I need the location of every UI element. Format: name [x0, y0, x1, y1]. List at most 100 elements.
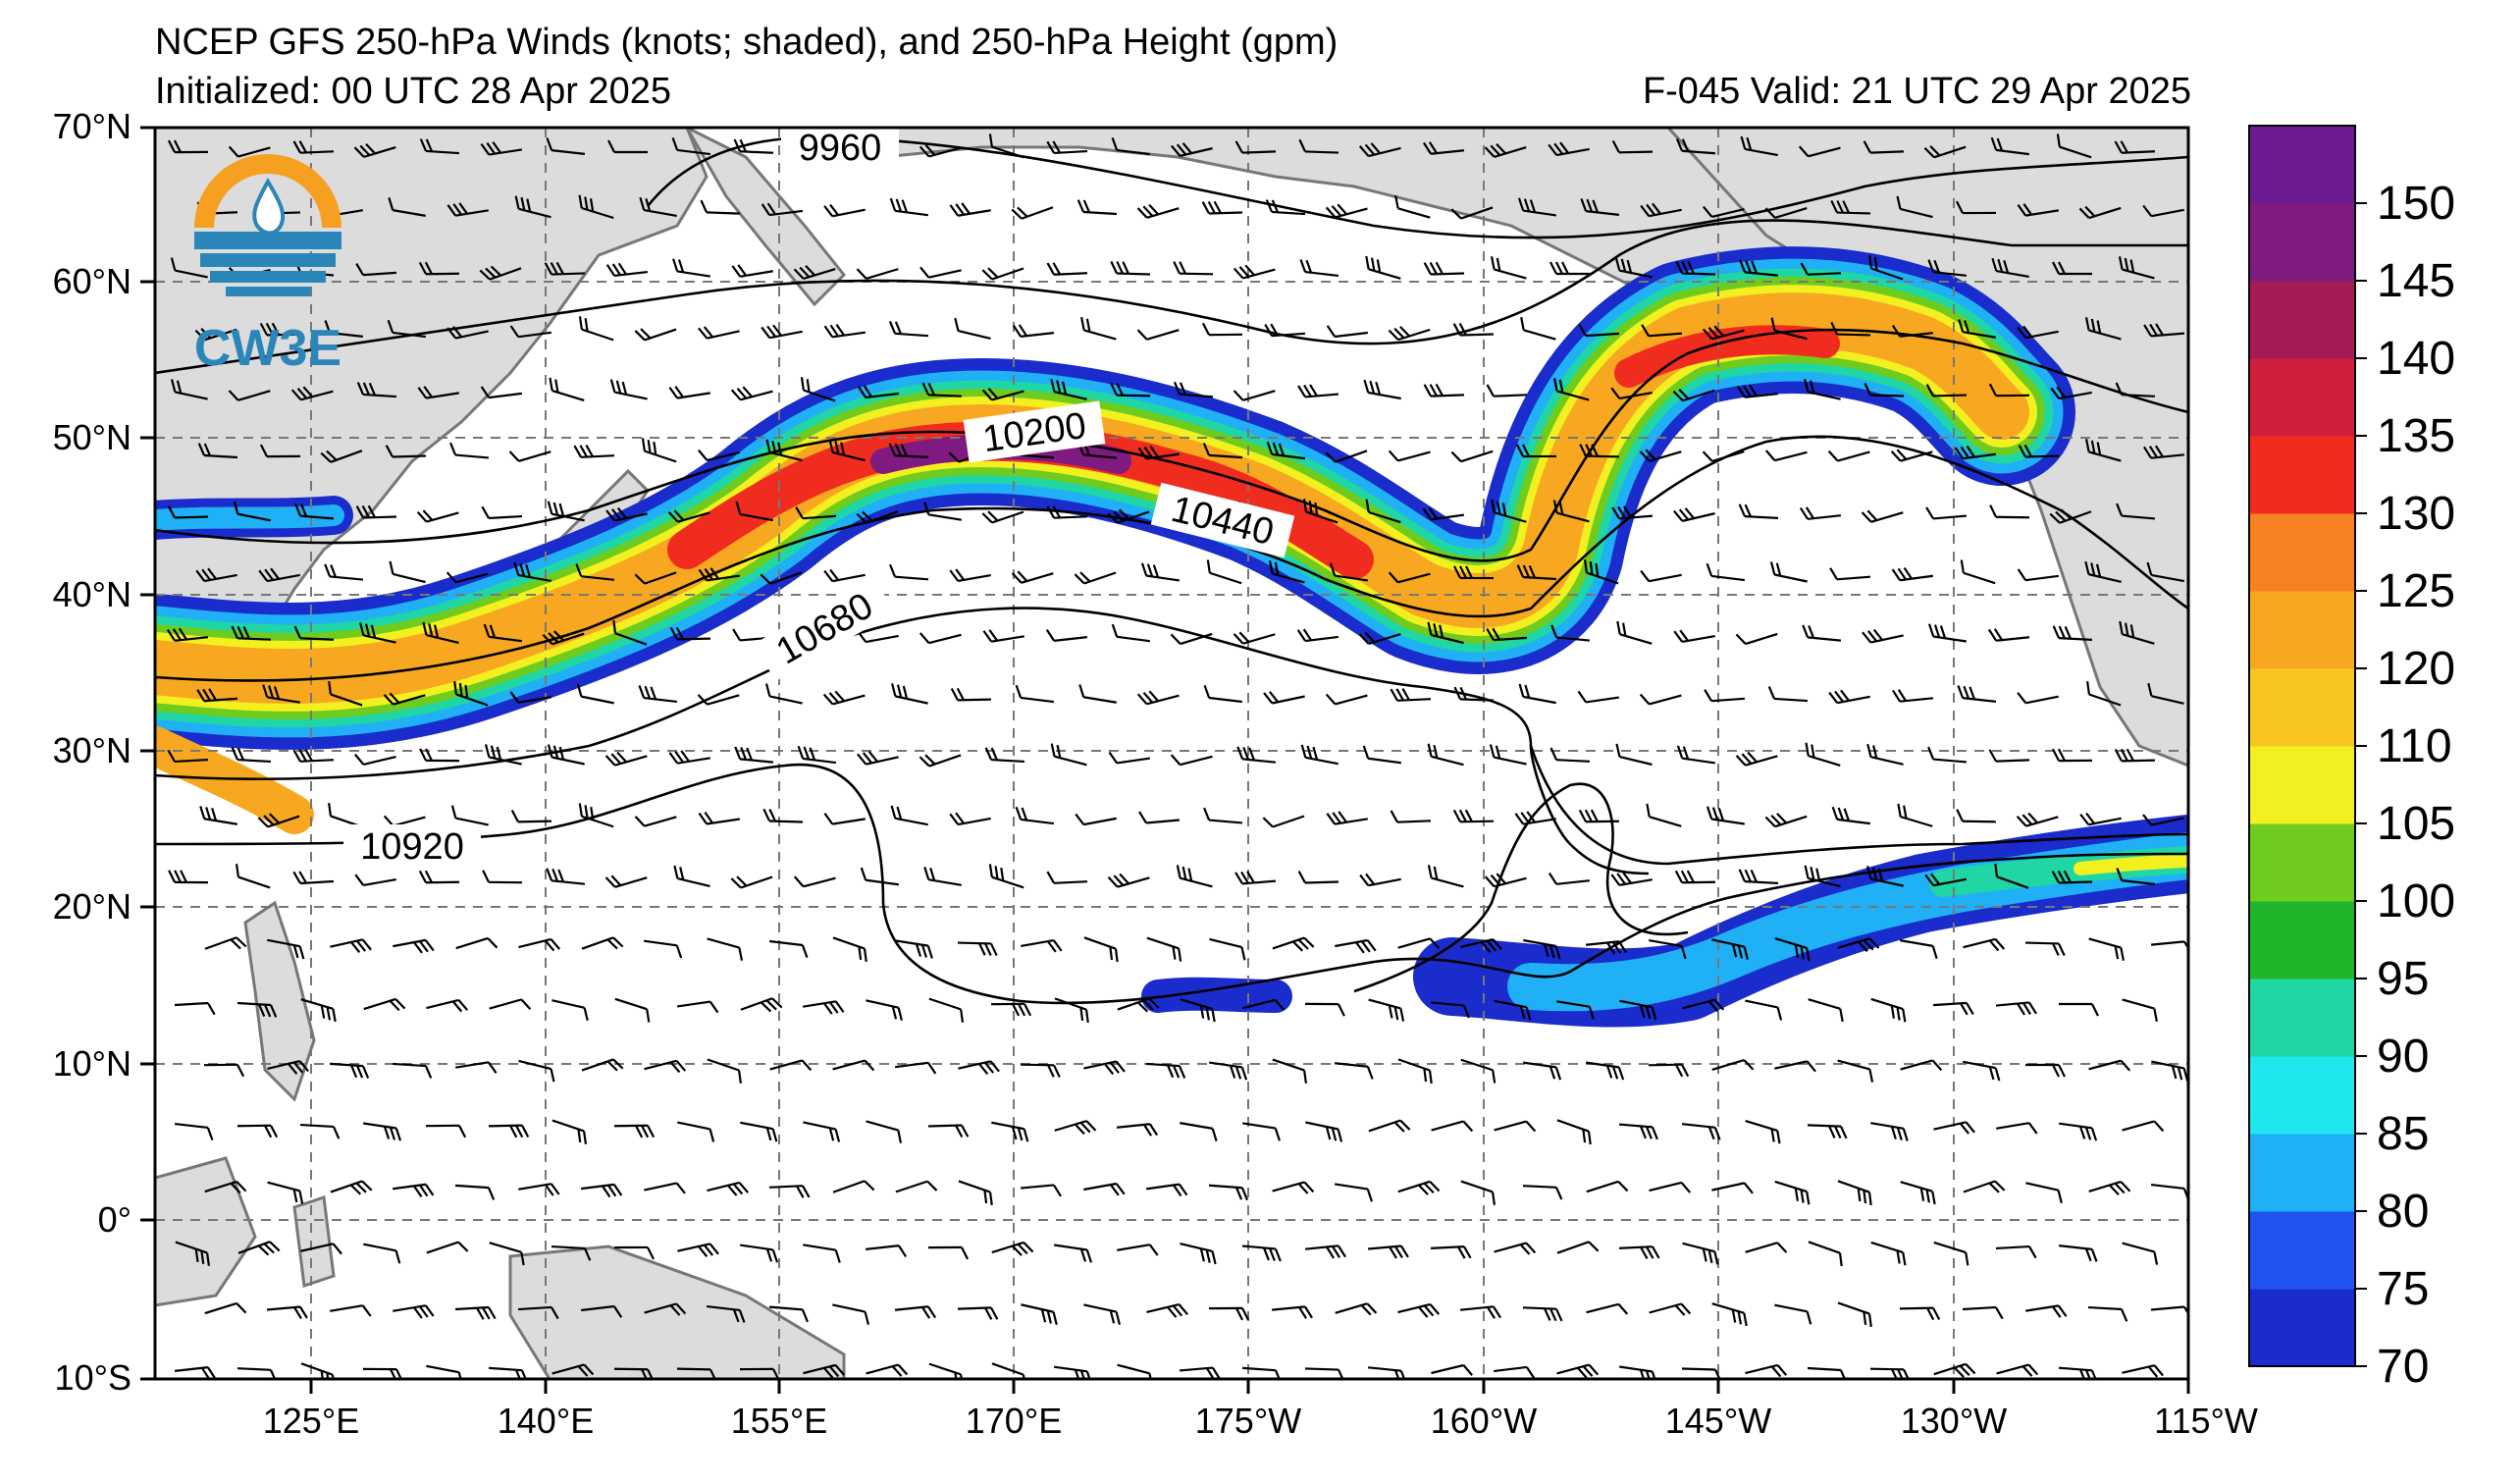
wind-barb	[167, 139, 209, 154]
wind-barb	[856, 510, 899, 524]
wind-barb	[1430, 1001, 1470, 1019]
wind-barb	[857, 630, 899, 644]
wind-barb	[573, 444, 615, 458]
wind-barb	[455, 1061, 498, 1074]
wind-barb	[330, 1180, 373, 1195]
lat-label: 0°	[98, 1199, 131, 1240]
wind-barb	[638, 685, 678, 704]
cw3e-logo: CW3E	[194, 154, 341, 377]
wind-barb	[644, 1302, 687, 1316]
wind-barb	[1076, 199, 1118, 216]
wind-barb	[1805, 742, 1841, 768]
wind-barb	[1900, 1059, 1943, 1072]
wind-barb	[2017, 203, 2059, 217]
wind-barb	[698, 449, 740, 461]
wind-barb	[1988, 383, 2030, 397]
wind-barb	[422, 621, 459, 645]
wind-shading	[155, 246, 2188, 1028]
wind-barb	[266, 1305, 308, 1320]
wind-barb	[1989, 504, 2030, 519]
wind-barb	[672, 258, 710, 278]
wind-barb	[1954, 445, 1996, 460]
colorbar-swatch	[2249, 1211, 2355, 1290]
wind-barb	[204, 936, 247, 950]
wind-barb	[1739, 259, 1779, 277]
valid-time: F-045 Valid: 21 UTC 29 Apr 2025	[1642, 71, 2191, 112]
wind-barb	[267, 938, 305, 960]
wind-barb	[166, 627, 209, 642]
wind-barb	[1173, 261, 1214, 276]
wind-barb	[604, 751, 648, 767]
wind-barb	[1146, 936, 1182, 962]
axis-ticks	[140, 126, 2190, 1394]
wind-barb	[1427, 621, 1464, 645]
wind-barb	[324, 320, 364, 338]
wind-barb	[1900, 1181, 1936, 1205]
wind-barb	[1837, 1059, 1874, 1083]
wind-barb	[981, 267, 1024, 281]
wind-barb	[363, 1122, 402, 1141]
wind-barb	[2122, 1120, 2165, 1133]
wind-barb	[1957, 685, 1997, 703]
wind-barb	[1078, 684, 1117, 704]
lat-label: 30°N	[53, 730, 131, 770]
wind-barb	[1523, 938, 1561, 960]
wind-barb	[1234, 871, 1277, 885]
wind-barb	[644, 1059, 687, 1074]
wind-barb	[1891, 324, 1934, 338]
wind-barb	[990, 1002, 1032, 1017]
lon-label: 175°W	[1195, 1401, 1301, 1441]
wind-barb	[1863, 140, 1905, 154]
wind-barb	[293, 625, 335, 641]
wind-barb	[196, 688, 238, 703]
drop-icon	[252, 177, 286, 236]
lat-label: 20°N	[53, 886, 131, 927]
wind-barb	[363, 1243, 401, 1264]
wind-barb	[1367, 1366, 1407, 1379]
wind-barb	[1578, 809, 1620, 823]
wind-barb	[2051, 870, 2093, 884]
wind-barb	[866, 999, 903, 1021]
wind-barb	[895, 939, 933, 959]
wind-barb	[612, 619, 648, 646]
wind-barb	[832, 1059, 875, 1072]
wind-barb	[2142, 445, 2185, 459]
wind-barb	[1074, 571, 1117, 585]
wind-barb	[267, 1060, 309, 1075]
wind-barb	[1958, 319, 1996, 339]
wind-barb	[1202, 443, 1243, 459]
wind-barb	[1494, 999, 1532, 1021]
wind-barb	[1209, 937, 1246, 961]
wind-barb	[581, 936, 624, 950]
wind-barb	[1800, 262, 1842, 276]
wind-barb	[1869, 1367, 1911, 1379]
wind-barb	[453, 680, 489, 707]
wind-barb	[1021, 938, 1063, 953]
wind-barb	[480, 141, 522, 156]
wind-barb	[551, 1363, 595, 1377]
wind-barb	[669, 626, 711, 641]
wind-barb	[740, 997, 783, 1013]
wind-barb	[513, 561, 551, 582]
wind-barb	[1711, 938, 1749, 960]
wind-barb	[2050, 386, 2092, 400]
wind-barb	[1325, 450, 1368, 463]
wind-barb	[1233, 631, 1276, 645]
wind-barb	[1450, 450, 1494, 463]
wind-barb	[236, 1367, 278, 1379]
wind-barb	[2078, 205, 2122, 220]
wind-barb	[546, 137, 586, 155]
lon-label: 155°E	[731, 1401, 827, 1441]
wind-barb	[292, 871, 335, 885]
wind-barb	[1304, 1245, 1346, 1259]
wind-barb	[1830, 199, 1871, 215]
wind-barb	[204, 1180, 247, 1194]
wind-barb	[363, 997, 406, 1012]
wind-barb	[1807, 1366, 1848, 1379]
wind-barb	[988, 133, 1024, 159]
wind-barb	[1580, 198, 1620, 216]
wind-barb	[1862, 628, 1904, 644]
wind-barb	[1681, 1367, 1722, 1379]
wind-barb	[928, 997, 965, 1023]
wind-barb	[418, 870, 460, 884]
